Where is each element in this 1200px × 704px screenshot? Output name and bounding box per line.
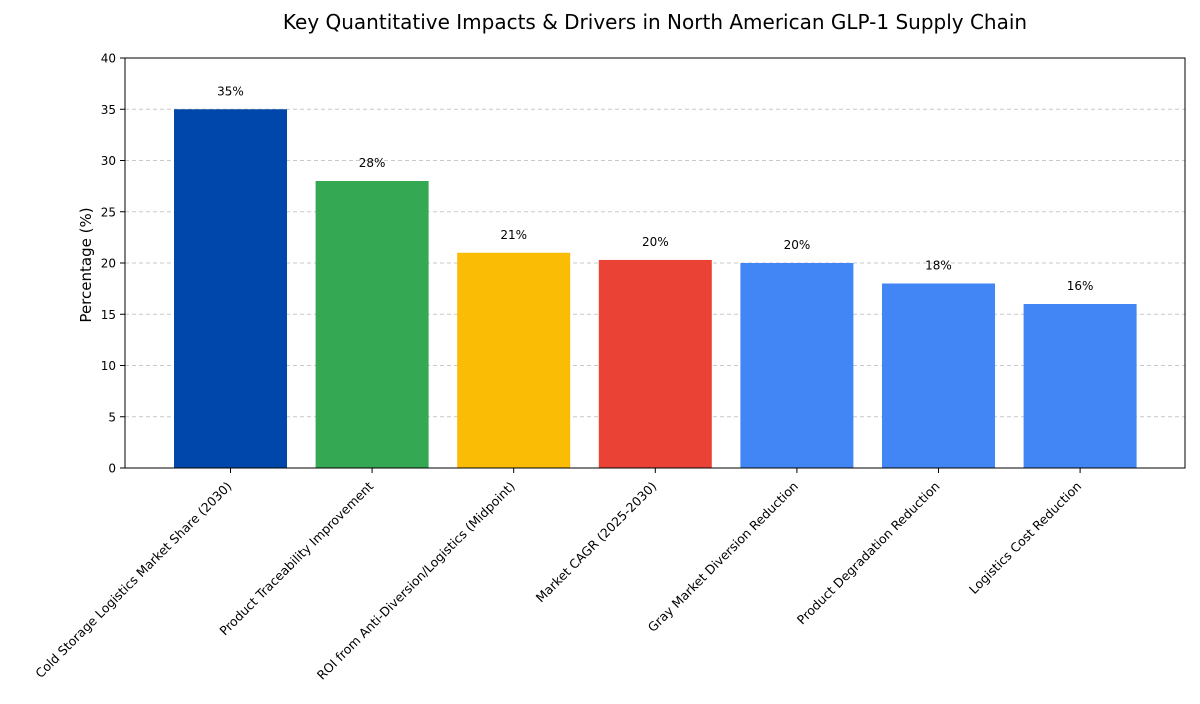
plot-frame xyxy=(124,57,1186,469)
y-tick-label: 25 xyxy=(101,205,116,219)
x-tick-label: Cold Storage Logistics Market Share (203… xyxy=(32,479,234,681)
x-tick-label: Product Degradation Reduction xyxy=(794,479,943,628)
y-axis-ticks: 0 5 10 15 20 25 30 35 40 xyxy=(101,52,125,476)
y-tick-label: 5 xyxy=(108,410,116,424)
y-tick-label: 35 xyxy=(101,103,116,117)
y-axis-label: Percentage (%) xyxy=(77,207,95,322)
data-label: 35% xyxy=(217,84,244,98)
data-labels: 35% 28% 21% 20% 20% 18% 16% xyxy=(217,84,1093,293)
data-label: 28% xyxy=(359,156,386,170)
chart-title: Key Quantitative Impacts & Drivers in No… xyxy=(283,10,1027,34)
bar xyxy=(882,283,995,468)
data-label: 20% xyxy=(784,238,811,252)
bar xyxy=(740,263,854,468)
y-tick-label: 10 xyxy=(101,359,116,373)
grid-lines xyxy=(125,108,1185,418)
y-tick-label: 30 xyxy=(101,154,116,168)
data-label: 21% xyxy=(500,228,527,242)
y-tick-label: 40 xyxy=(101,52,116,66)
bar xyxy=(1023,304,1137,468)
data-label: 16% xyxy=(1067,279,1094,293)
x-tick-label: Product Traceability Improvement xyxy=(216,478,376,638)
data-label: 20% xyxy=(642,235,669,249)
bar xyxy=(457,252,571,468)
bars xyxy=(174,109,1137,468)
bar xyxy=(174,109,287,468)
x-axis-ticks: Cold Storage Logistics Market Share (203… xyxy=(32,468,1084,683)
data-label: 18% xyxy=(925,259,952,273)
y-tick-label: 20 xyxy=(101,257,116,271)
y-tick-label: 0 xyxy=(108,462,116,476)
x-tick-label: Gray Market Diversion Reduction xyxy=(645,479,801,635)
x-tick-label: Logistics Cost Reduction xyxy=(966,479,1084,597)
bar xyxy=(598,259,712,468)
x-tick-label: Market CAGR (2025-2030) xyxy=(533,479,660,606)
bar xyxy=(315,181,429,468)
y-tick-label: 15 xyxy=(101,308,116,322)
